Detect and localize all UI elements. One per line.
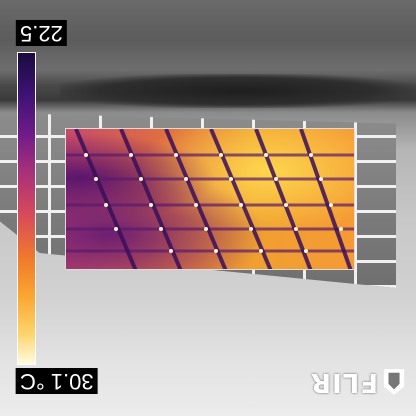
- treeline: [60, 74, 416, 108]
- thermal-panels-overlay: [66, 129, 354, 269]
- temperature-color-scale: [17, 52, 36, 365]
- scale-max-label: 22.5: [16, 20, 67, 46]
- brand-logo: FLIR: [310, 364, 406, 400]
- brand-logo-text: FLIR: [310, 367, 379, 397]
- thermal-inset: [65, 128, 355, 270]
- flame-icon: [383, 369, 405, 395]
- scale-min-label: 30.1 °C: [16, 368, 98, 394]
